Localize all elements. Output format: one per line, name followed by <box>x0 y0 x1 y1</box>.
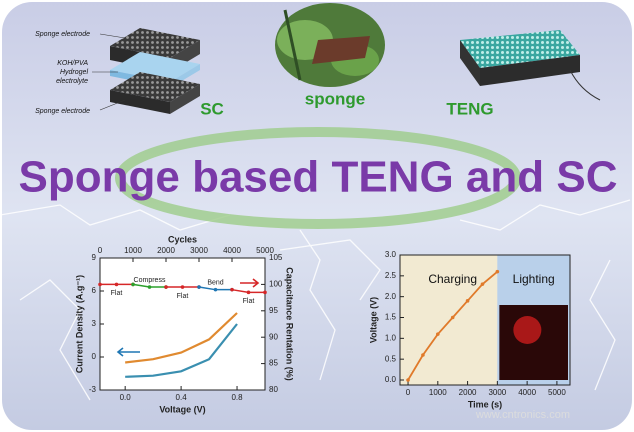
x2-tick-label: 0 <box>98 246 103 255</box>
y-tick-label: 9 <box>92 253 97 262</box>
charging-point <box>450 315 455 320</box>
charging-point <box>436 332 440 336</box>
layer-label: electrolyte <box>56 78 88 85</box>
segment-label: Flat <box>243 298 255 305</box>
charging-point <box>465 299 470 303</box>
sc-diagram <box>92 28 200 114</box>
y-tick-label: 0 <box>92 352 97 361</box>
led-glow <box>513 316 542 344</box>
x-tick-label: 0.8 <box>231 393 243 402</box>
x-tick-label: 0 <box>406 388 411 397</box>
led-photo <box>499 305 568 380</box>
x-tick-label: 4000 <box>518 388 536 397</box>
x2-tick-label: 3000 <box>190 246 208 255</box>
layer-label: KOH/PVA <box>57 60 88 67</box>
y2-tick-label: 95 <box>269 306 278 315</box>
x-tick-label: 1000 <box>429 388 447 397</box>
y-tick-label: 2.5 <box>385 271 397 280</box>
lightning <box>0 199 631 401</box>
layer-label: Sponge electrode <box>35 108 90 115</box>
segment-label: Bend <box>207 280 223 287</box>
teng-diagram <box>460 30 601 101</box>
right-plot-frame <box>399 254 571 386</box>
segment-label: Flat <box>111 290 123 297</box>
segment-label: Flat <box>177 293 189 300</box>
charging-label: Charging <box>428 272 477 286</box>
retention-line <box>231 288 265 294</box>
charging-point <box>495 269 500 274</box>
y-tick-label: 0.5 <box>385 354 397 363</box>
segment-label: Compress <box>134 277 166 284</box>
layer-label: Sponge electrode <box>35 31 90 38</box>
charging-region <box>400 255 498 385</box>
y2-axis-label: Capacitance Rentation (%) <box>285 267 295 381</box>
x2-axis-label: Cycles <box>168 234 197 244</box>
x2-tick-label: 1000 <box>124 246 142 255</box>
left-plot-frame <box>99 257 266 391</box>
charging-point <box>480 282 485 286</box>
x-tick-label: 0.0 <box>120 393 132 402</box>
y-tick-label: 0.0 <box>385 375 397 384</box>
sc-label: SC <box>200 99 224 118</box>
watermark: www.cntronics.com <box>475 409 570 421</box>
title: Sponge based TENG and SC <box>19 153 618 202</box>
x-tick-label: 5000 <box>548 388 566 397</box>
x-tick-label: 3000 <box>488 388 506 397</box>
x2-tick-label: 5000 <box>256 246 274 255</box>
y-tick-label: 3 <box>92 319 97 328</box>
y-tick-label: 1.5 <box>385 313 397 322</box>
sponge-photo <box>275 3 385 87</box>
x-axis-label: Time (s) <box>468 399 502 409</box>
charging-point <box>406 378 410 382</box>
retention-line <box>198 286 232 291</box>
sponge-label: sponge <box>305 89 365 108</box>
layer-label: Hydrogel <box>60 69 88 76</box>
arrow <box>116 347 140 357</box>
y2-tick-label: 105 <box>269 253 283 262</box>
y-tick-label: -3 <box>89 385 97 394</box>
x2-tick-label: 4000 <box>223 246 241 255</box>
charging-point <box>421 353 425 357</box>
y-tick-label: 3.0 <box>385 250 397 259</box>
y-tick-label: 1.0 <box>385 333 397 342</box>
cv-charge <box>125 312 238 364</box>
cv-discharge <box>125 323 238 378</box>
y-axis-label: Current Density (A.g⁻¹) <box>74 275 84 373</box>
x2-tick-label: 2000 <box>157 246 175 255</box>
y-axis-label: Voltage (V) <box>368 297 378 343</box>
arrow <box>240 278 260 288</box>
y2-tick-label: 100 <box>269 280 283 289</box>
x-tick-label: 0.4 <box>176 393 188 402</box>
x-tick-label: 2000 <box>459 388 477 397</box>
y2-tick-label: 90 <box>269 332 278 341</box>
teng-label: TENG <box>446 99 493 118</box>
retention-line <box>132 283 166 288</box>
title-ellipse <box>115 127 521 229</box>
y2-tick-label: 80 <box>269 385 278 394</box>
lighting-label: Lighting <box>513 272 555 286</box>
y2-tick-label: 85 <box>269 359 278 368</box>
y-tick-label: 2.0 <box>385 292 397 301</box>
x-axis-label: Voltage (V) <box>159 404 205 414</box>
y-tick-label: 6 <box>92 286 97 295</box>
